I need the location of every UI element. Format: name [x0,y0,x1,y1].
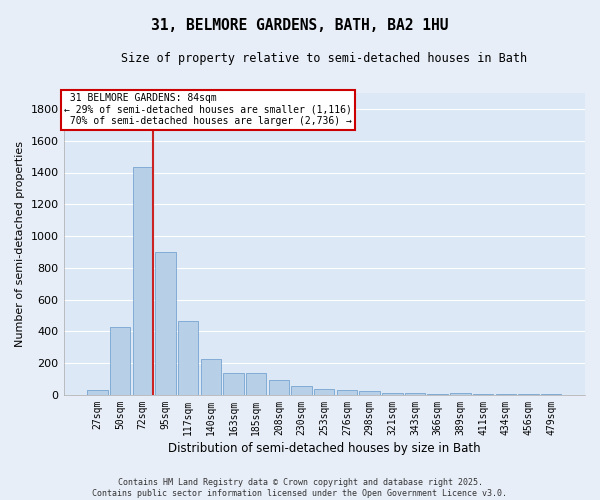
Bar [155,252,176,395]
Bar [337,390,357,395]
X-axis label: Distribution of semi-detached houses by size in Bath: Distribution of semi-detached houses by … [168,442,481,455]
Bar [178,321,199,395]
Bar [382,392,403,395]
Text: 31, BELMORE GARDENS, BATH, BA2 1HU: 31, BELMORE GARDENS, BATH, BA2 1HU [151,18,449,32]
Bar [292,386,312,395]
Bar [427,394,448,395]
Bar [359,392,380,395]
Bar [110,328,130,395]
Bar [450,392,470,395]
Bar [405,394,425,395]
Bar [496,394,516,395]
Bar [518,394,539,395]
Bar [314,388,334,395]
Y-axis label: Number of semi-detached properties: Number of semi-detached properties [15,141,25,347]
Bar [246,372,266,395]
Bar [200,359,221,395]
Text: Contains HM Land Registry data © Crown copyright and database right 2025.
Contai: Contains HM Land Registry data © Crown c… [92,478,508,498]
Bar [269,380,289,395]
Text: 31 BELMORE GARDENS: 84sqm
← 29% of semi-detached houses are smaller (1,116)
 70%: 31 BELMORE GARDENS: 84sqm ← 29% of semi-… [64,93,352,126]
Bar [473,394,493,395]
Title: Size of property relative to semi-detached houses in Bath: Size of property relative to semi-detach… [121,52,527,66]
Bar [133,167,153,395]
Bar [223,372,244,395]
Bar [87,390,107,395]
